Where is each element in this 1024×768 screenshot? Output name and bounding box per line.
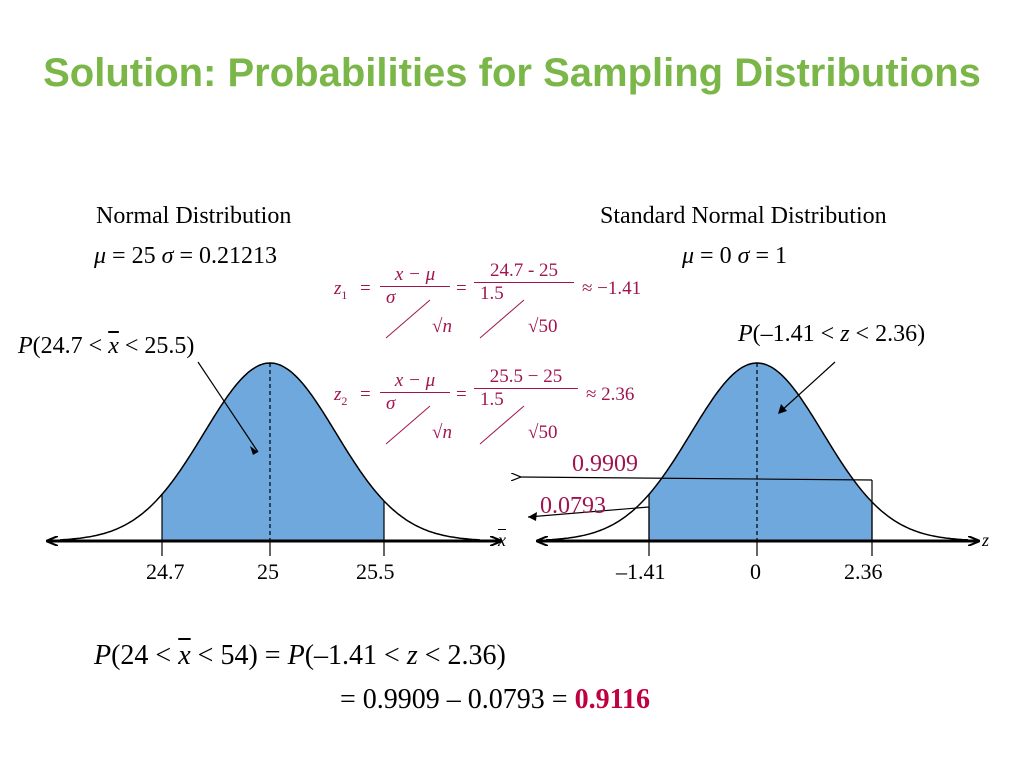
right-heading: Standard Normal Distribution bbox=[600, 203, 887, 229]
z2-equals-2: = bbox=[456, 384, 467, 405]
right-pointer-line bbox=[779, 361, 836, 413]
result-line-1: P(24 < x < 54) = P(–1.41 < z < 2.36) bbox=[94, 640, 506, 671]
z2-approx: ≈ 2.36 bbox=[586, 384, 635, 405]
left-pointer-line bbox=[197, 361, 259, 453]
cumulative-low-label: 0.0793 bbox=[540, 493, 606, 519]
right-shaded-area bbox=[649, 363, 872, 541]
slide-title: Solution: Probabilities for Sampling Dis… bbox=[43, 51, 981, 95]
z2-equals: = bbox=[360, 384, 371, 405]
z2-sqrt-50: √50 bbox=[528, 422, 558, 443]
right-params: μ = 0 σ = 1 bbox=[682, 243, 787, 269]
cum-low-arrow bbox=[527, 506, 650, 518]
z1-general-fraction: x − μ σ bbox=[380, 264, 450, 309]
z1-formula: z1 = x − μ σ √n = 24.7 - 25 1.5 √50 ≈ −1… bbox=[334, 256, 674, 346]
z1-numeric-fraction: 24.7 - 25 1.5 bbox=[474, 260, 574, 305]
left-heading: Normal Distribution bbox=[96, 203, 292, 229]
result-line-2: = 0.9909 – 0.0793 = 0.9116 bbox=[340, 684, 651, 715]
cumulative-high-label: 0.9909 bbox=[572, 451, 638, 477]
z2-numeric-fraction: 25.5 − 25 1.5 bbox=[474, 366, 578, 411]
z1-sqrt-50: √50 bbox=[528, 316, 558, 337]
right-probability-label: P(–1.41 < z < 2.36) bbox=[738, 321, 926, 347]
z1-symbol: z1 bbox=[334, 278, 348, 302]
right-tick-label-3: 2.36 bbox=[844, 559, 883, 584]
left-shaded-area bbox=[162, 363, 384, 541]
left-params: μ = 25 σ = 0.21213 bbox=[94, 243, 277, 269]
right-tick-label-1: –1.41 bbox=[616, 559, 666, 584]
right-pointer-head bbox=[778, 404, 787, 414]
z2-formula: z2 = x − μ σ √n = 25.5 − 25 1.5 √50 ≈ 2.… bbox=[334, 362, 674, 452]
left-probability-label: P(24.7 < x < 25.5) bbox=[18, 333, 195, 359]
left-pointer-head bbox=[250, 446, 258, 455]
z2-symbol: z2 bbox=[334, 384, 348, 408]
right-axis-label: z bbox=[982, 530, 990, 550]
left-axis-label: x bbox=[498, 530, 506, 550]
left-tick-label-2: 25 bbox=[257, 559, 279, 584]
z2-sqrt-n: √n bbox=[432, 422, 452, 443]
z1-equals: = bbox=[360, 278, 371, 299]
z1-sqrt-n: √n bbox=[432, 316, 452, 337]
left-tick-label-1: 24.7 bbox=[146, 559, 185, 584]
z1-equals-2: = bbox=[456, 278, 467, 299]
cum-high-arrow bbox=[520, 477, 873, 480]
final-probability: 0.9116 bbox=[574, 684, 651, 715]
z2-general-fraction: x − μ σ bbox=[380, 370, 450, 415]
z1-approx: ≈ −1.41 bbox=[582, 278, 642, 299]
left-tick-label-3: 25.5 bbox=[356, 559, 395, 584]
right-tick-label-2: 0 bbox=[750, 559, 761, 584]
